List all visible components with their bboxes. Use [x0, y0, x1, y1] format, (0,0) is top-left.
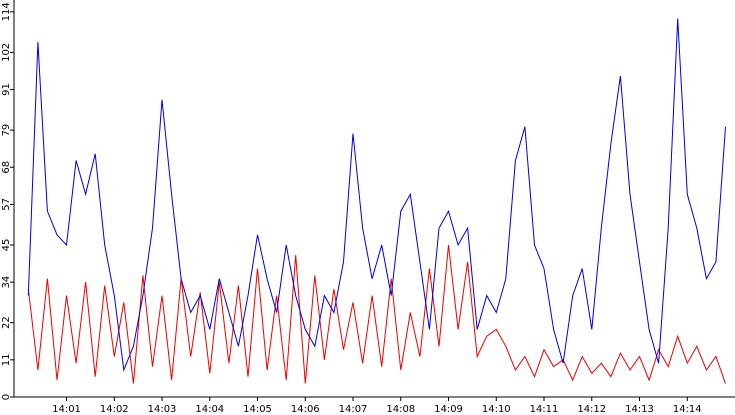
x-tick-label: 14:02: [100, 404, 129, 415]
y-tick-label: 45: [1, 239, 12, 252]
y-tick-label: 114: [1, 2, 12, 21]
x-tick-label: 14:08: [386, 404, 415, 415]
y-tick-label: 11: [1, 353, 12, 366]
y-tick-label: 91: [1, 83, 12, 96]
x-tick-label: 14:12: [577, 404, 606, 415]
data-line: [27, 244, 726, 384]
x-tick-label: 14:14: [673, 404, 702, 415]
x-tick-label: 14:11: [530, 404, 559, 415]
y-tick-label: 57: [1, 198, 12, 211]
x-tick-label: 14:06: [291, 404, 320, 415]
x-tick-label: 14:04: [195, 404, 224, 415]
data-line: [27, 18, 726, 372]
x-tick-label: 14:01: [52, 404, 81, 415]
x-tick-label: 14:10: [482, 404, 511, 415]
x-tick-label: 14:03: [148, 404, 177, 415]
x-tick-label: 14:05: [243, 404, 272, 415]
y-tick-label: 34: [1, 276, 12, 289]
y-tick-label: 102: [1, 43, 12, 62]
x-tick-label: 14:13: [625, 404, 654, 415]
y-tick-label: 79: [1, 124, 12, 137]
y-tick-label: 0: [1, 394, 12, 400]
x-tick-label: 14:09: [434, 404, 463, 415]
y-tick-label: 22: [1, 316, 12, 329]
x-tick-label: 14:07: [339, 404, 368, 415]
y-tick-label: 68: [1, 161, 12, 174]
